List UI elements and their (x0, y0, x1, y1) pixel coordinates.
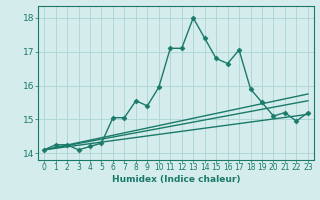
X-axis label: Humidex (Indice chaleur): Humidex (Indice chaleur) (112, 175, 240, 184)
